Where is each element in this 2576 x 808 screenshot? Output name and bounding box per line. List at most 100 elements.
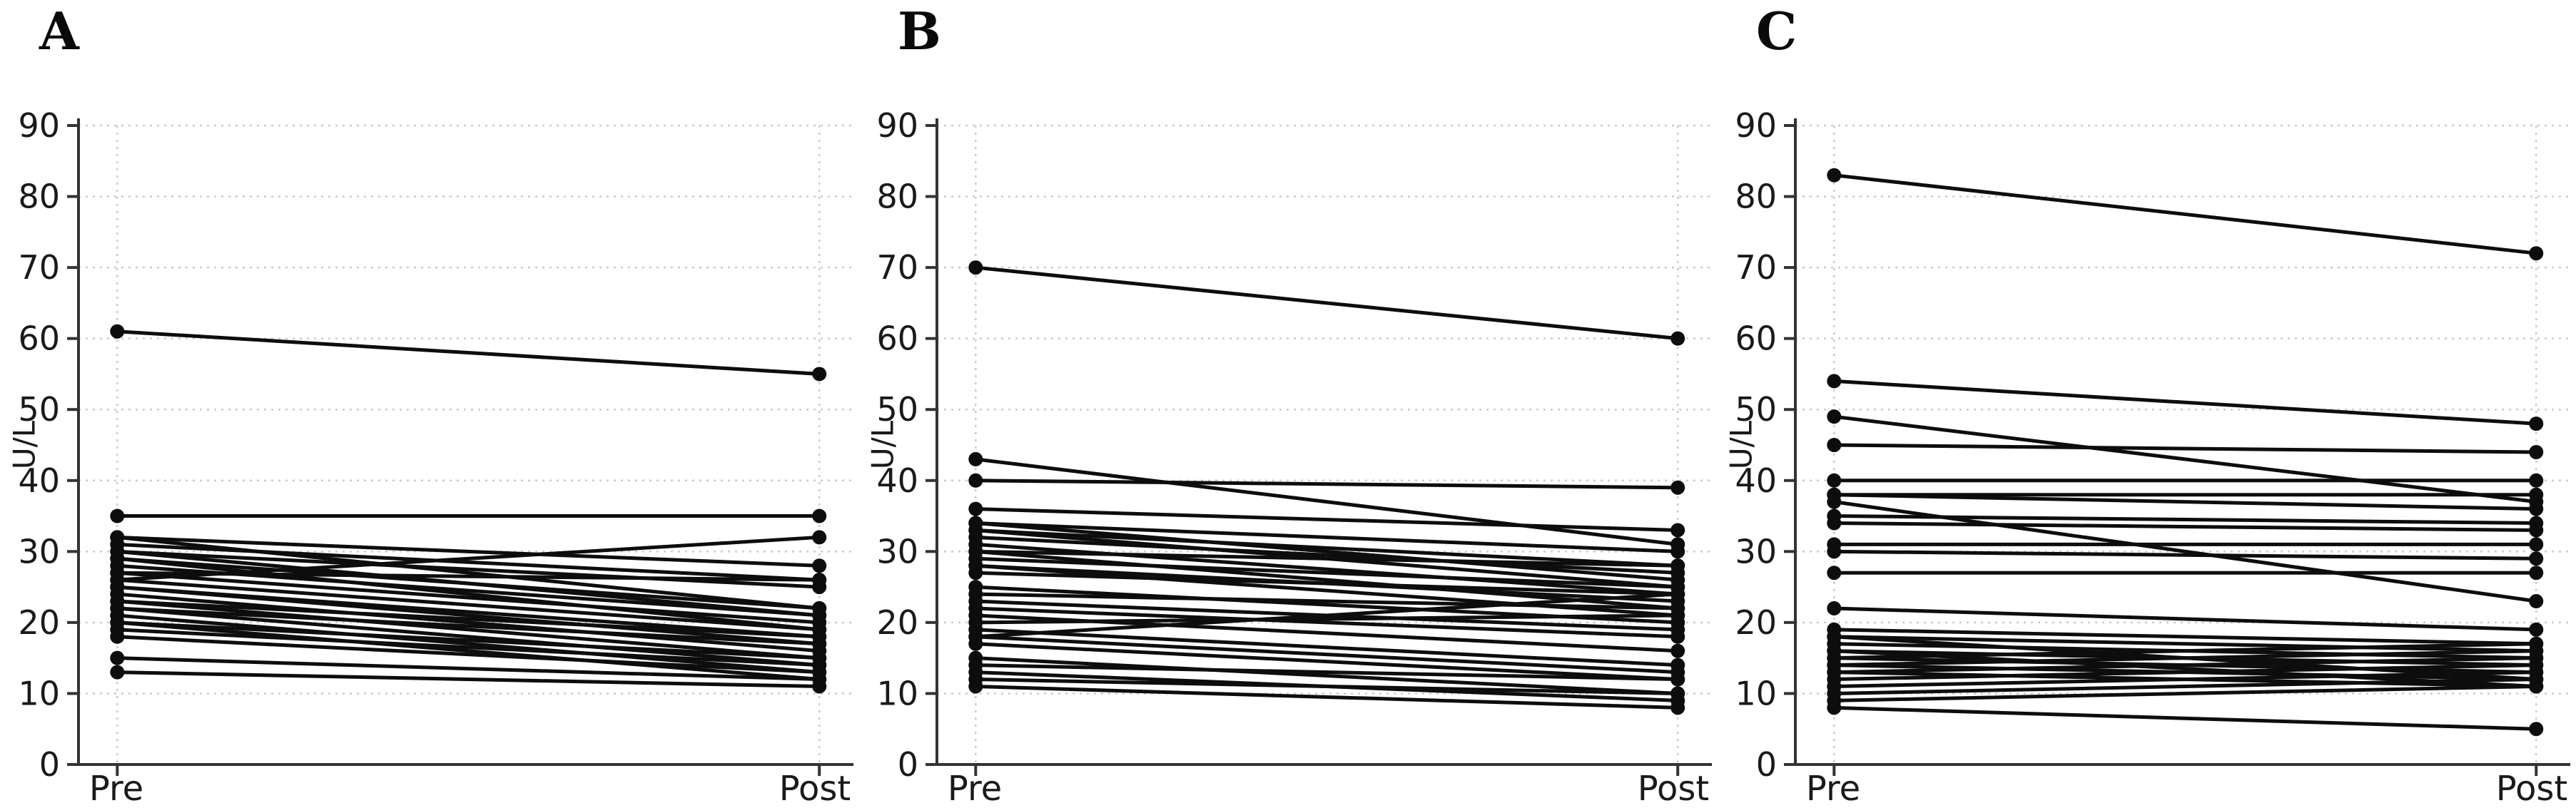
pre-data-point xyxy=(968,501,983,516)
post-data-point xyxy=(2529,473,2544,488)
y-tick-label: 70 xyxy=(1735,248,1777,287)
pair-line xyxy=(1832,635,2538,653)
pair-line xyxy=(973,507,1680,532)
pair-line xyxy=(115,606,821,646)
post-data-point xyxy=(812,530,827,545)
pre-data-point xyxy=(1827,168,1842,183)
pair-line xyxy=(115,571,821,625)
pair-line xyxy=(1832,670,2538,688)
y-tick-label: 10 xyxy=(876,674,918,712)
pair-line xyxy=(115,535,821,568)
pair-line xyxy=(973,684,1680,710)
pair-line xyxy=(1832,493,2538,511)
pair-line xyxy=(1832,705,2538,731)
y-tick-label: 50 xyxy=(876,390,918,429)
pair-line xyxy=(115,329,821,376)
post-data-point xyxy=(1670,686,1685,701)
pair-line xyxy=(1832,606,2538,632)
pair-line xyxy=(115,613,821,675)
pair-line xyxy=(973,265,1680,341)
panel-a-x-tick-pre: Pre xyxy=(88,769,144,808)
pre-data-point xyxy=(1827,438,1842,452)
pair-line xyxy=(115,549,821,589)
pre-data-point xyxy=(1827,409,1842,424)
pair-line xyxy=(115,656,821,682)
post-data-point xyxy=(1670,672,1685,687)
pair-line xyxy=(973,642,1680,682)
pair-line xyxy=(973,457,1680,546)
pair-line xyxy=(115,620,821,660)
y-tick-label: 90 xyxy=(876,106,918,145)
pre-data-point xyxy=(1827,374,1842,389)
pair-line xyxy=(115,578,821,632)
pair-line xyxy=(973,521,1680,582)
pair-line xyxy=(1832,443,2538,454)
pair-line xyxy=(973,635,1680,675)
y-tick-label: 90 xyxy=(1735,106,1777,145)
panel-b-x-tick-pre: Pre xyxy=(947,769,1003,808)
pair-line xyxy=(115,542,821,582)
panel-c-x-tick-pre: Pre xyxy=(1805,769,1861,808)
panel-c-label: C xyxy=(1756,1,1797,61)
pre-data-point xyxy=(110,665,125,680)
y-tick-label: 20 xyxy=(876,603,918,642)
post-data-point xyxy=(1670,608,1685,623)
y-tick-label: 80 xyxy=(876,178,918,216)
y-tick-label: 10 xyxy=(18,674,60,712)
y-tick-label: 0 xyxy=(898,745,918,784)
pair-line xyxy=(1832,677,2538,695)
pair-line xyxy=(115,535,821,582)
pre-data-point xyxy=(968,451,983,466)
post-data-point xyxy=(1670,700,1685,715)
pair-line xyxy=(973,549,1680,568)
panel-c: C U/L 0 10 20 30 40 50 60 70 80 90 Pre Post xyxy=(1717,0,2575,808)
pair-line xyxy=(1832,514,2538,526)
pair-line xyxy=(973,628,1680,668)
post-data-point xyxy=(2529,487,2544,502)
pre-data-point xyxy=(968,679,983,694)
pair-line xyxy=(973,656,1680,695)
pair-line xyxy=(115,606,821,668)
post-data-point xyxy=(2529,501,2544,516)
y-tick-label: 20 xyxy=(1735,603,1777,642)
post-data-point xyxy=(2529,416,2544,431)
post-data-point xyxy=(1670,629,1685,644)
post-data-point xyxy=(1670,643,1685,658)
pre-data-point xyxy=(1827,600,1842,615)
y-tick-label: 40 xyxy=(876,461,918,500)
y-tick-label: 0 xyxy=(39,745,60,784)
post-data-point xyxy=(1670,523,1685,538)
post-data-point xyxy=(1670,544,1685,559)
y-tick-label: 70 xyxy=(876,248,918,287)
post-data-point xyxy=(2529,722,2544,737)
pair-line xyxy=(115,556,821,632)
pair-line xyxy=(973,677,1680,695)
pair-line xyxy=(115,592,821,653)
y-tick-label: 30 xyxy=(876,532,918,571)
post-data-point xyxy=(812,679,827,694)
pair-line xyxy=(1832,173,2538,255)
pair-line xyxy=(1832,649,2538,668)
post-data-point xyxy=(2529,523,2544,538)
pair-line xyxy=(973,571,1680,596)
pair-line xyxy=(973,549,1680,610)
pair-line xyxy=(1832,642,2538,660)
panel-b-label: B xyxy=(898,1,941,61)
pair-line xyxy=(1832,663,2538,682)
pre-data-point xyxy=(968,473,983,488)
pair-line xyxy=(1832,549,2538,561)
pair-line xyxy=(115,599,821,639)
pair-line xyxy=(1832,521,2538,532)
pre-data-point xyxy=(1827,544,1842,559)
pre-data-point xyxy=(968,260,983,275)
y-tick-label: 80 xyxy=(18,178,60,216)
pre-data-point xyxy=(1827,494,1842,509)
post-data-point xyxy=(2529,679,2544,694)
post-data-point xyxy=(2529,537,2544,552)
post-data-point xyxy=(812,573,827,588)
panel-a-x-tick-post: Post xyxy=(779,769,851,808)
y-tick-label: 20 xyxy=(18,603,60,642)
pair-line xyxy=(973,592,1680,610)
panel-a-label: A xyxy=(39,1,79,61)
pair-line xyxy=(1832,379,2538,426)
